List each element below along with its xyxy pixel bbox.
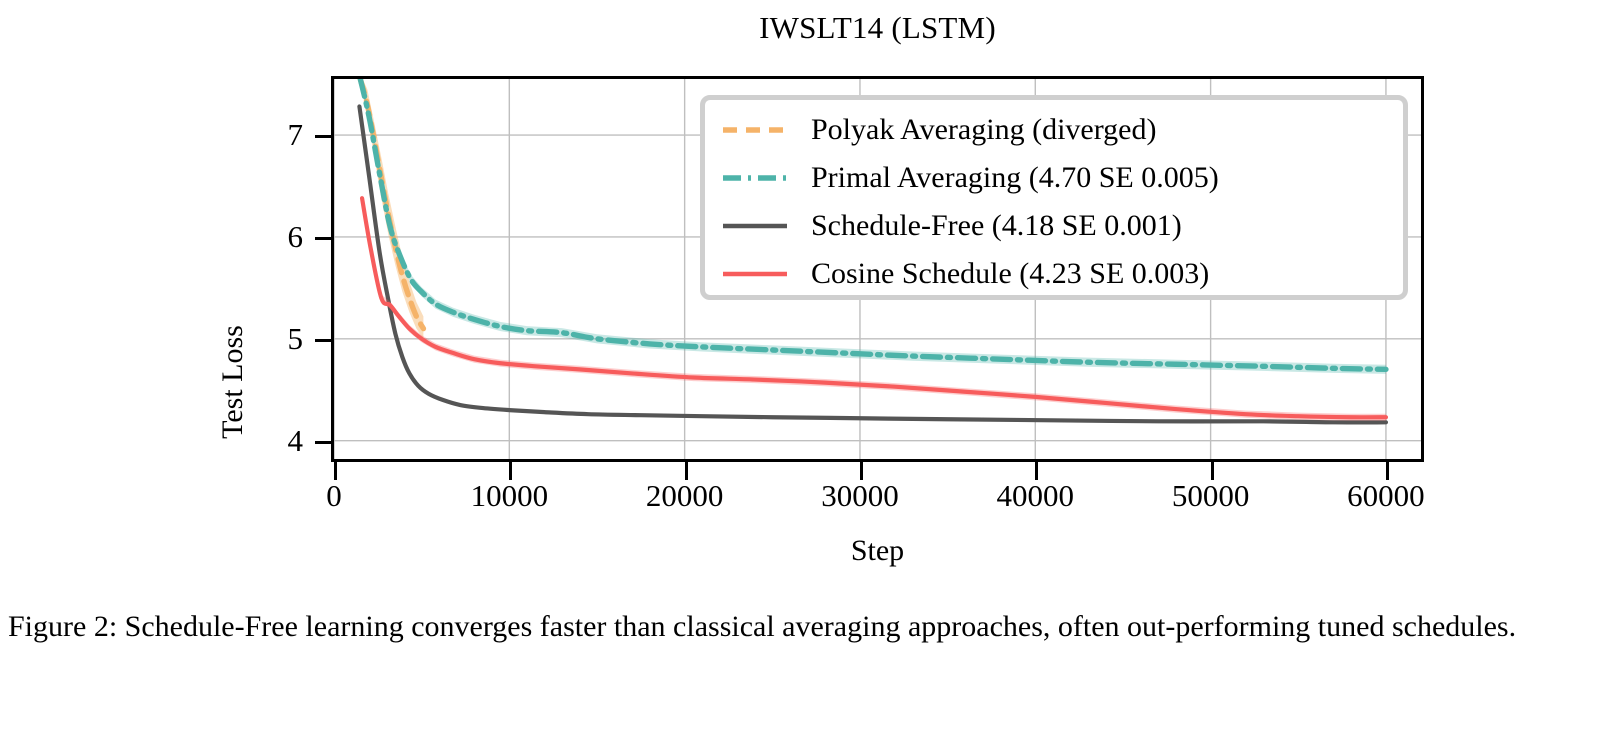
legend-item-label: Schedule-Free (4.18 SE 0.001) <box>811 209 1182 242</box>
figure-2: IWSLT14 (LSTM) Test Loss 4 5 6 7 0 10000 2000… <box>0 0 1621 600</box>
legend-item-label: Primal Averaging (4.70 SE 0.005) <box>811 161 1219 194</box>
y-tick-mark <box>315 338 331 342</box>
legend-item[interactable]: Polyak Averaging (diverged) <box>705 106 1403 154</box>
x-tick-label: 0 <box>326 478 342 513</box>
x-tick-mark <box>1385 462 1389 480</box>
chart-legend: Polyak Averaging (diverged) Primal Averag… <box>700 95 1408 300</box>
legend-line-swatch <box>721 216 789 236</box>
x-tick-mark <box>334 462 337 480</box>
caption-line-1: Figure 2: Schedule-Free learning converg… <box>8 610 1176 643</box>
x-tick-label: 60000 <box>1347 478 1425 513</box>
x-tick-label: 20000 <box>645 478 724 513</box>
x-tick-label: 40000 <box>996 478 1075 513</box>
x-tick-label: 50000 <box>1171 478 1250 513</box>
legend-item[interactable]: Primal Averaging (4.70 SE 0.005) <box>705 154 1403 202</box>
x-tick-label: 30000 <box>821 478 899 513</box>
x-axis-tick-labels: 0 10000 20000 30000 40000 50000 60000 <box>0 478 1621 522</box>
y-tick-label: 7 <box>287 117 304 153</box>
figure-caption: Figure 2: Schedule-Free learning converg… <box>8 608 1616 645</box>
legend-item[interactable]: Cosine Schedule (4.23 SE 0.003) <box>705 250 1403 298</box>
x-tick-mark <box>509 462 513 480</box>
y-tick-mark <box>315 135 331 139</box>
legend-line-swatch <box>721 168 789 188</box>
y-tick-label: 6 <box>287 218 304 254</box>
x-tick-mark <box>1210 462 1214 480</box>
legend-line-swatch <box>721 120 789 140</box>
legend-line-swatch <box>721 264 789 284</box>
y-tick-mark <box>315 440 331 444</box>
chart-title: IWSLT14 (LSTM) <box>759 10 996 45</box>
y-tick-mark <box>315 236 331 240</box>
legend-item-label: Cosine Schedule (4.23 SE 0.003) <box>811 257 1210 290</box>
x-tick-mark <box>1035 462 1039 480</box>
x-tick-mark <box>684 462 688 480</box>
x-axis-label: Step <box>850 534 905 567</box>
y-axis-tick-labels: 4 5 6 7 <box>243 0 304 600</box>
x-tick-mark <box>859 462 863 480</box>
y-tick-label: 5 <box>287 320 304 356</box>
y-axis-label-wrap: Test Loss <box>165 190 249 439</box>
legend-item-label: Polyak Averaging (diverged) <box>811 113 1157 146</box>
legend-item[interactable]: Schedule-Free (4.18 SE 0.001) <box>705 202 1403 250</box>
y-tick-label: 4 <box>287 422 304 458</box>
x-tick-label: 10000 <box>470 478 549 513</box>
caption-line-2: performing tuned schedules. <box>1175 610 1517 643</box>
